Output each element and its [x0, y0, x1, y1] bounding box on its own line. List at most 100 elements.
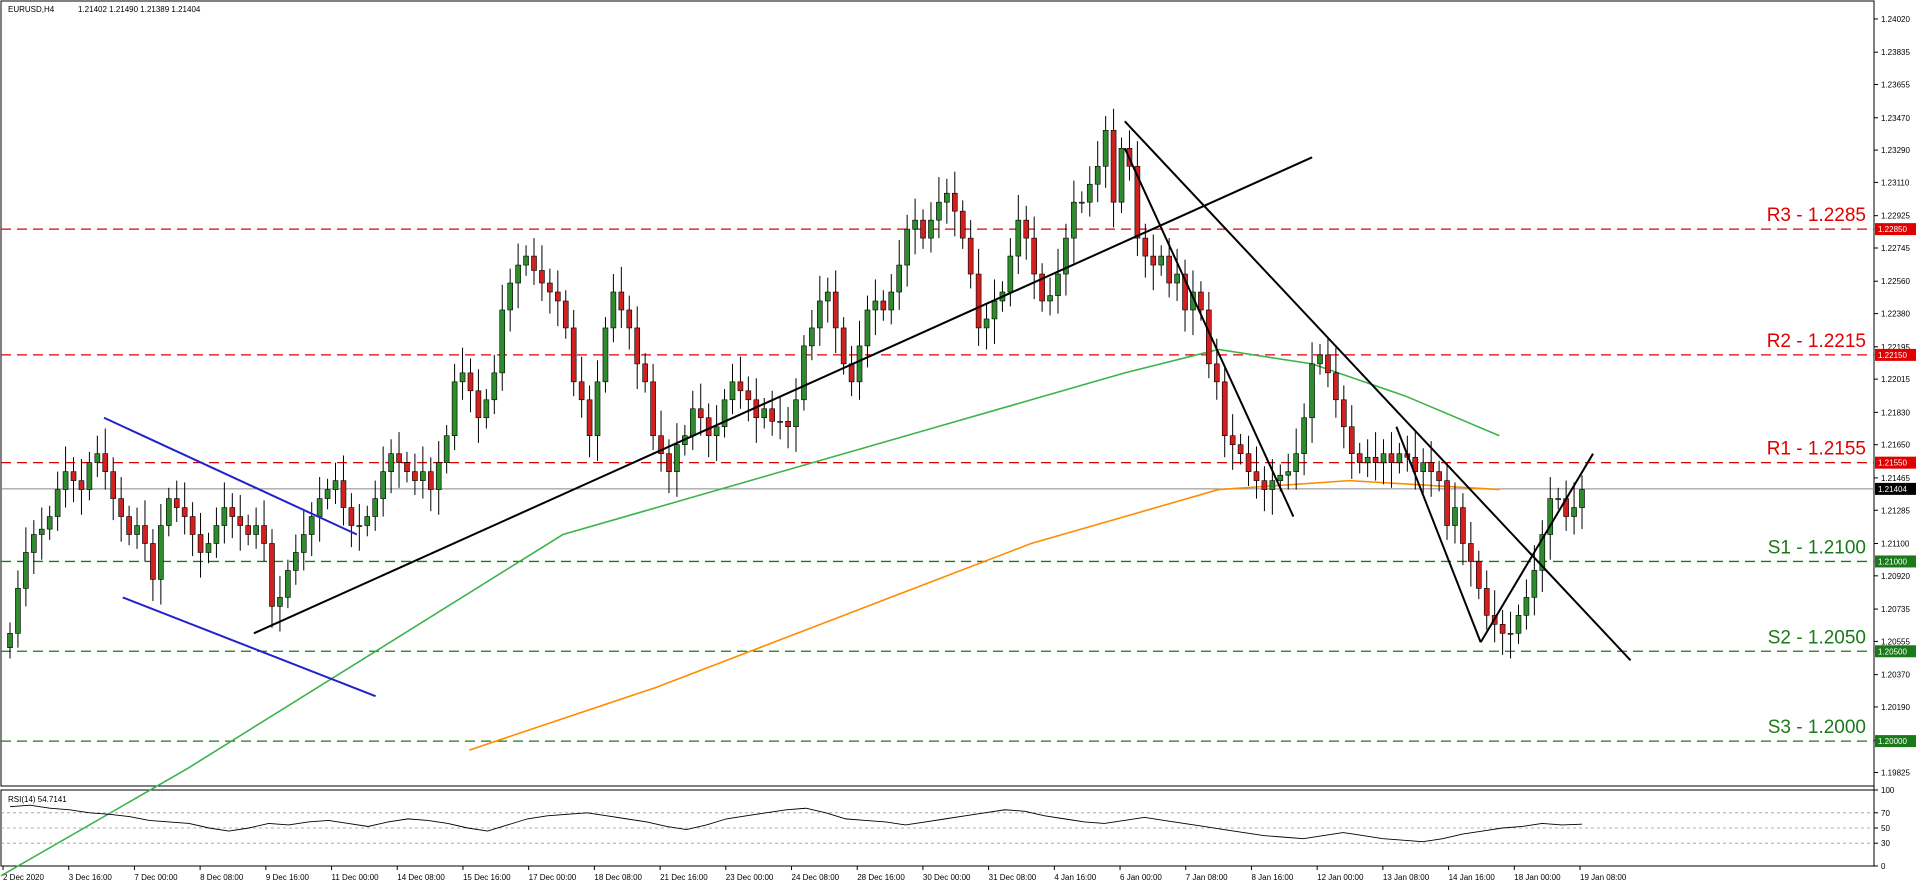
bearish-candle	[78, 480, 85, 490]
moving-average-line	[0, 348, 1500, 877]
bullish-candle	[713, 426, 720, 437]
bullish-candle	[1317, 354, 1323, 365]
bullish-candle	[364, 516, 371, 526]
bullish-candle	[983, 318, 990, 329]
bearish-candle	[785, 421, 791, 428]
bullish-candle	[1364, 456, 1371, 463]
bullish-candle	[86, 462, 93, 490]
bullish-candle	[158, 525, 164, 580]
bullish-candle	[991, 300, 998, 320]
bullish-candle	[515, 264, 521, 284]
bullish-candle	[1094, 165, 1101, 185]
level-price-tag	[1875, 645, 1916, 658]
bearish-candle	[396, 453, 402, 463]
bearish-candle	[348, 507, 355, 526]
bullish-candle	[38, 528, 45, 535]
bullish-candle	[388, 453, 394, 472]
level-label: S3 - 1.2000	[1768, 717, 1866, 738]
bullish-candle	[904, 228, 910, 266]
x-tick-label: 13 Jan 08:00	[1383, 873, 1430, 882]
x-tick-label: 4 Jan 16:00	[1054, 873, 1096, 882]
bullish-candle	[1047, 295, 1053, 302]
bullish-candle	[872, 300, 879, 311]
bullish-candle	[499, 309, 506, 374]
bearish-candle	[705, 417, 712, 437]
bearish-candle	[650, 381, 656, 437]
bullish-candle	[1579, 489, 1585, 508]
bearish-candle	[1237, 444, 1244, 454]
y-tick-label: 1.23290	[1881, 146, 1910, 155]
bullish-candle	[253, 525, 259, 535]
bearish-candle	[404, 462, 410, 472]
bearish-candle	[229, 507, 236, 517]
level-price-tag	[1875, 555, 1916, 568]
bearish-candle	[1221, 381, 1228, 437]
bullish-candle	[1015, 219, 1022, 257]
bearish-candle	[1229, 435, 1236, 445]
trendline	[103, 416, 358, 536]
bearish-candle	[189, 516, 196, 535]
bearish-candle	[197, 534, 204, 553]
bullish-candle	[420, 471, 426, 481]
y-tick-label: 1.22015	[1881, 375, 1910, 384]
y-tick-label: 1.21650	[1881, 441, 1910, 450]
bullish-candle	[1086, 183, 1093, 203]
bullish-candle	[1277, 474, 1284, 481]
x-tick-label: 6 Jan 00:00	[1120, 873, 1162, 882]
bullish-candle	[324, 489, 331, 499]
level-price-tag-text: 1.20500	[1878, 647, 1907, 656]
bullish-candle	[54, 489, 61, 517]
bullish-candle	[308, 516, 315, 535]
y-tick-label: 1.20190	[1881, 703, 1910, 712]
bullish-candle	[277, 597, 283, 607]
bullish-candle	[1539, 534, 1546, 571]
bullish-candle	[7, 633, 13, 648]
x-tick-label: 7 Jan 08:00	[1186, 873, 1228, 882]
x-tick-label: 11 Dec 00:00	[332, 873, 380, 882]
x-tick-label: 7 Dec 00:00	[134, 873, 178, 882]
bearish-candle	[70, 471, 77, 481]
bearish-candle	[832, 291, 839, 329]
bullish-candle	[721, 399, 728, 428]
bearish-candle	[959, 210, 966, 239]
bearish-candle	[570, 327, 577, 383]
x-tick-label: 28 Dec 16:00	[857, 873, 905, 882]
y-tick-label: 1.21285	[1881, 506, 1910, 515]
current-price-tag	[1875, 482, 1916, 495]
bullish-candle	[674, 444, 680, 472]
bearish-candle	[951, 192, 958, 212]
bullish-candle	[817, 300, 823, 329]
bullish-candle	[221, 507, 228, 526]
bullish-candle	[285, 570, 291, 598]
bearish-candle	[737, 381, 744, 392]
bearish-candle	[531, 255, 537, 271]
bearish-candle	[1198, 291, 1204, 311]
bullish-candle	[523, 255, 529, 266]
y-tick-label: 1.22380	[1881, 310, 1910, 319]
level-label: R1 - 1.2155	[1767, 439, 1866, 460]
bearish-candle	[1333, 372, 1339, 401]
bullish-candle	[1102, 130, 1109, 167]
level-price-tag	[1875, 348, 1916, 361]
bullish-candle	[824, 291, 831, 302]
bullish-candle	[356, 525, 363, 527]
bullish-candle	[1380, 453, 1387, 463]
rsi-tick-label: 70	[1881, 809, 1890, 818]
bearish-candle	[547, 282, 553, 293]
bearish-candle	[237, 516, 244, 526]
bearish-candle	[1460, 507, 1466, 544]
bullish-candle	[213, 525, 220, 544]
y-tick-label: 1.21465	[1881, 474, 1910, 483]
trendline	[253, 156, 1313, 635]
bearish-candle	[427, 471, 434, 490]
bearish-candle	[1388, 453, 1395, 463]
main-plot-frame	[0, 0, 1875, 787]
bullish-candle	[801, 345, 807, 401]
trendline	[1123, 147, 1295, 517]
bearish-candle	[1468, 543, 1474, 562]
bullish-candle	[856, 345, 863, 383]
bearish-candle	[1182, 273, 1188, 311]
bearish-candle	[539, 270, 545, 284]
bullish-candle	[896, 264, 903, 293]
bearish-candle	[269, 543, 275, 607]
